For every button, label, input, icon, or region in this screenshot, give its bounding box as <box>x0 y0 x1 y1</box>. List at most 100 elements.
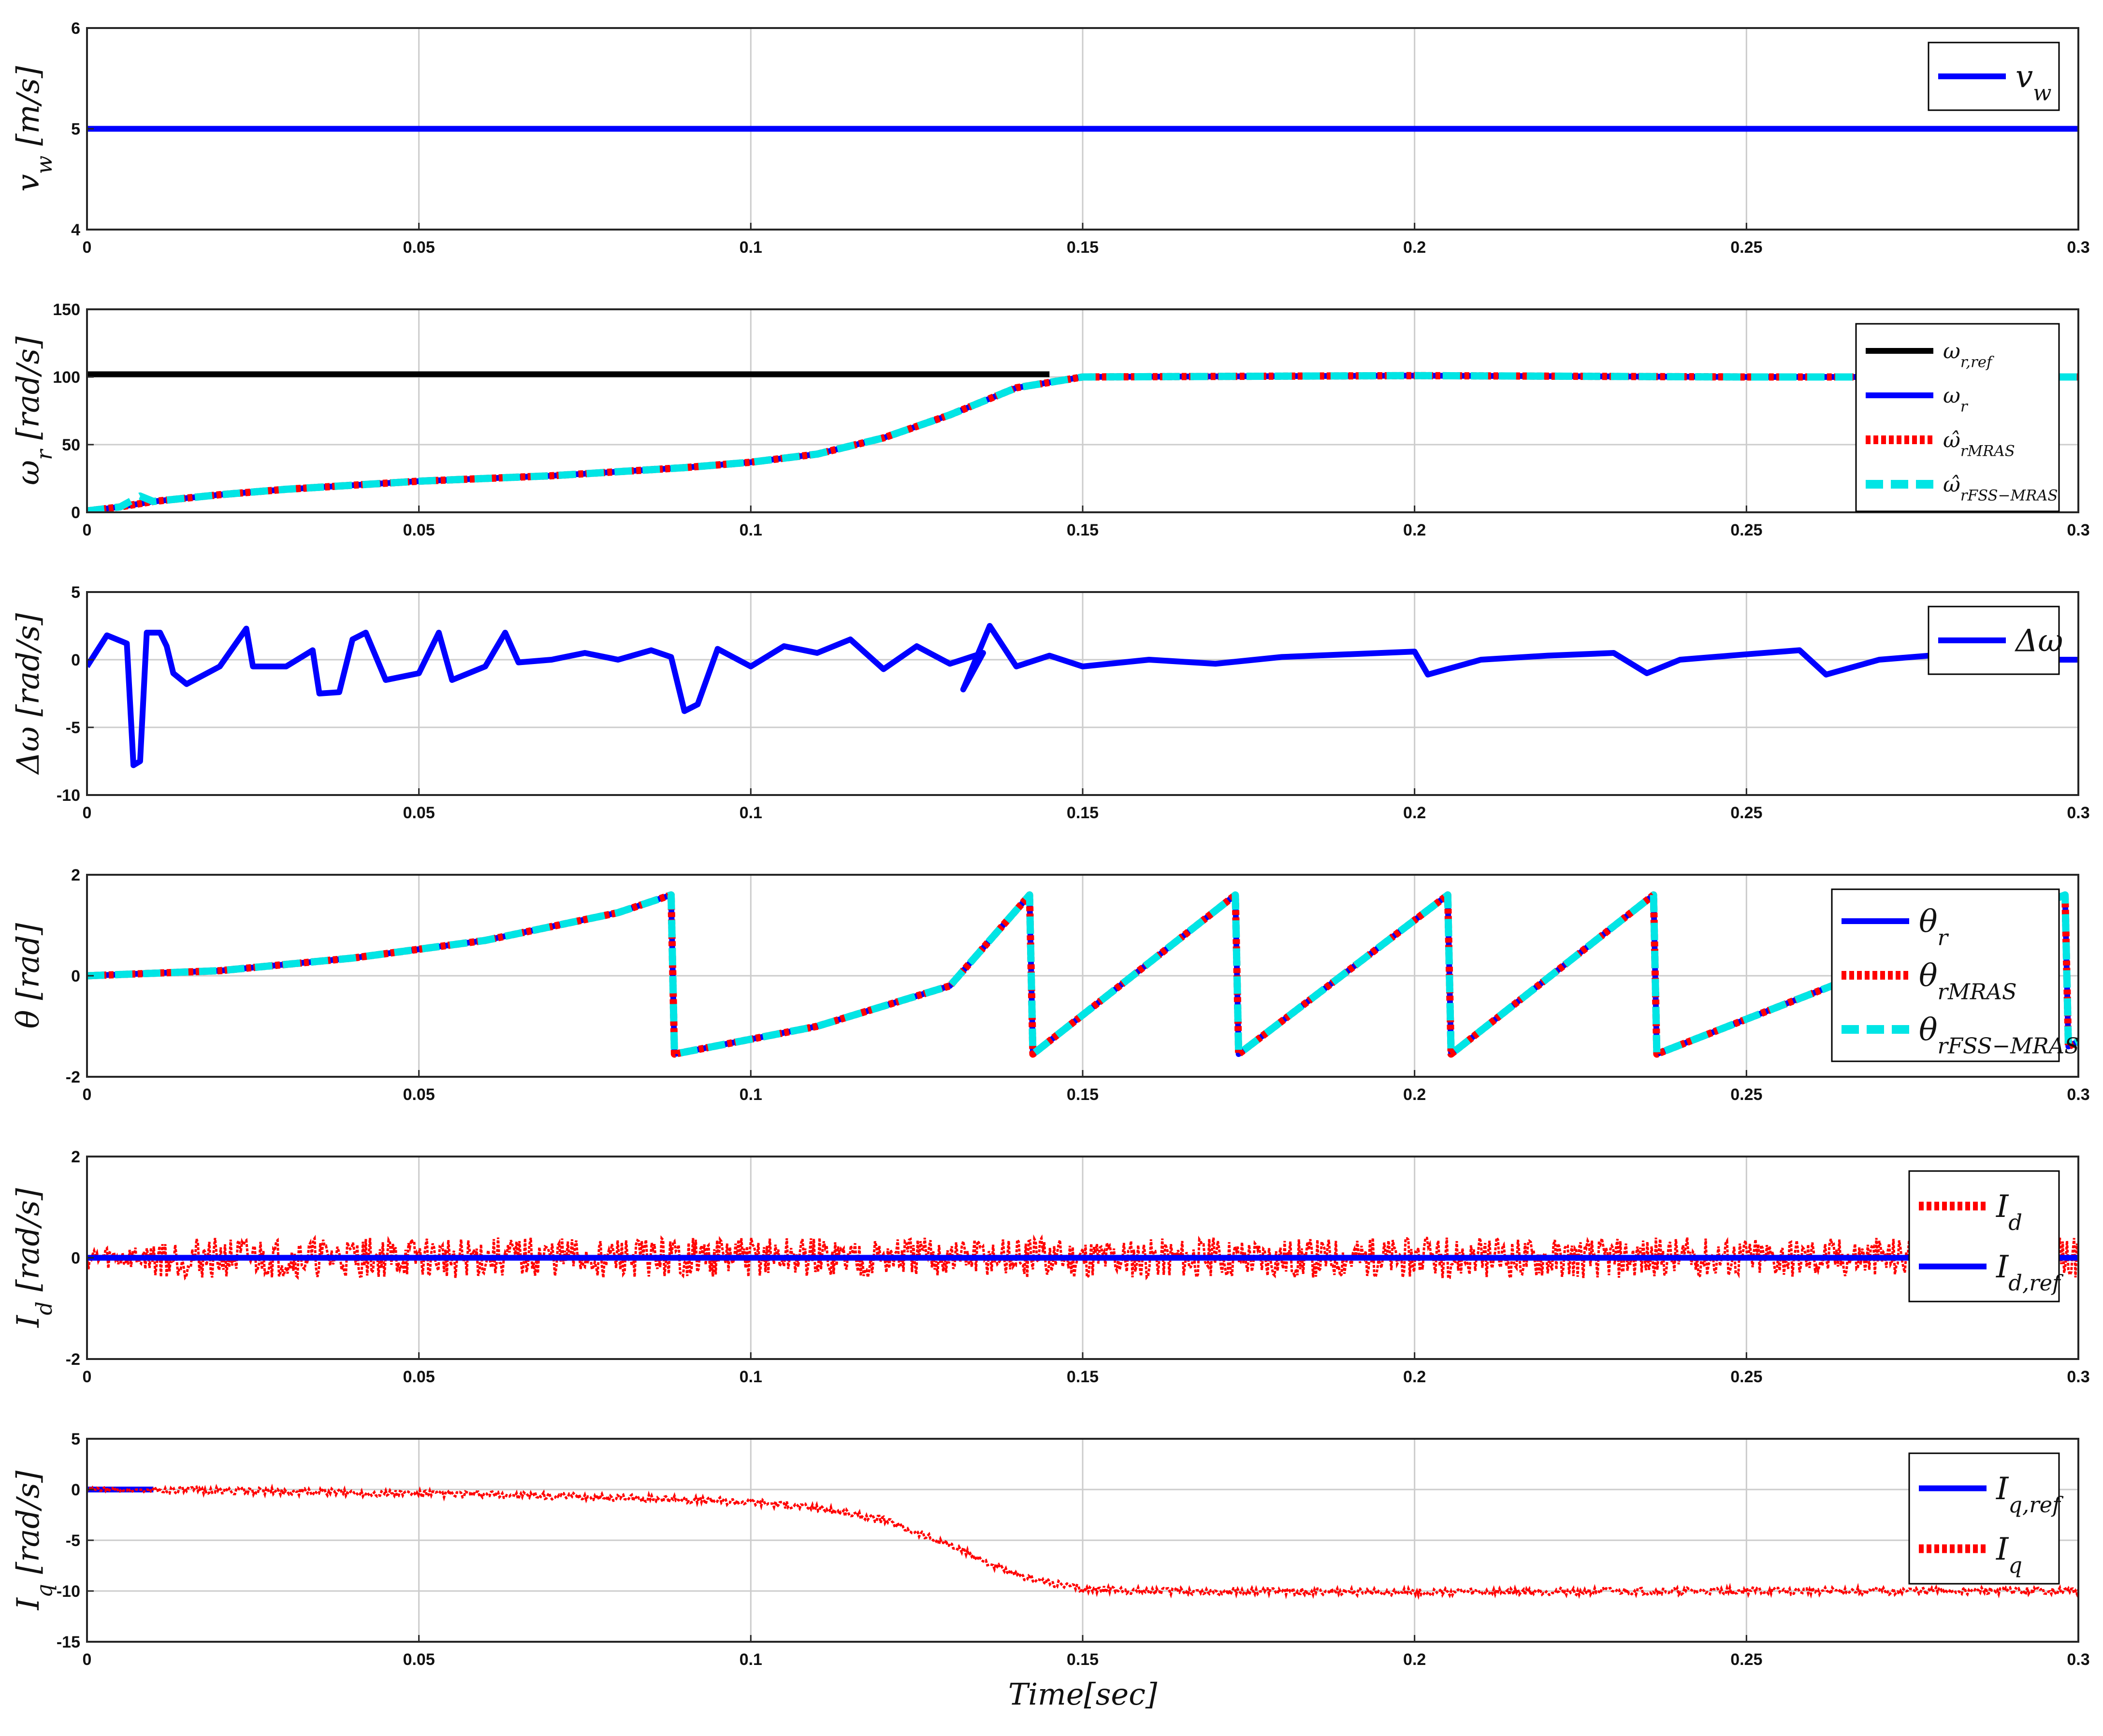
x-tick-label: 0 <box>83 1085 92 1104</box>
legend-label: ω̂rFSS−MRAS <box>1943 472 2058 504</box>
legend-label: Id,ref <box>1996 1249 2064 1296</box>
legend: ωr,ref ωr ω̂rMRAS ω̂rFSS−MRAS <box>1855 323 2060 512</box>
x-tick-label: 0.1 <box>740 804 762 822</box>
x-tick-label: 0 <box>83 238 92 257</box>
legend: Id Id,ref <box>1908 1170 2064 1302</box>
x-tick-label: 0.3 <box>2067 804 2089 822</box>
x-tick-label: 0.2 <box>1403 238 1426 257</box>
y-tick-label: -10 <box>57 786 80 805</box>
series-group <box>87 623 2078 768</box>
y-axis-label: Id [rad/s] <box>11 1187 57 1328</box>
series-line-1 <box>87 623 2078 768</box>
x-tick-label: 0.25 <box>1730 804 1762 822</box>
x-tick-label: 0.3 <box>2067 238 2089 257</box>
x-tick-label: 0 <box>83 1650 92 1669</box>
x-tick-label: 0.05 <box>403 1368 435 1386</box>
panel-6: 0 0.05 0.1 0.15 0.2 0.25 0.3 -15 -10 -5 0 5 Iq [rad/… <box>11 1430 2090 1712</box>
legend-label: ωr <box>1943 383 1969 415</box>
series-group <box>87 371 2078 512</box>
y-tick-label: 50 <box>62 436 80 454</box>
x-tick-label: 0.25 <box>1730 1650 1762 1669</box>
panel-1: 0 0.05 0.1 0.15 0.2 0.25 0.3 4 5 6 vw [m/s] vw <box>11 19 2090 257</box>
x-tick-label: 0.05 <box>403 238 435 257</box>
x-tick-label: 0.05 <box>403 1650 435 1669</box>
legend-label: θrFSS−MRAS <box>1919 1012 2079 1058</box>
x-tick-label: 0.2 <box>1403 804 1426 822</box>
series-group <box>87 1483 2078 1600</box>
x-tick-label: 0.15 <box>1067 238 1099 257</box>
legend-label: θr <box>1919 904 1949 950</box>
x-tick-label: 0.25 <box>1730 521 1762 539</box>
series-group <box>87 1234 2078 1282</box>
y-tick-label: 0 <box>71 967 80 985</box>
x-tick-label: 0.2 <box>1403 521 1426 539</box>
x-tick-label: 0.25 <box>1730 238 1762 257</box>
x-tick-label: 0.1 <box>740 238 762 257</box>
x-tick-label: 0.2 <box>1403 1368 1426 1386</box>
x-tick-label: 0.1 <box>740 1368 762 1386</box>
x-tick-label: 0 <box>83 1368 92 1386</box>
y-tick-label: -10 <box>57 1582 80 1601</box>
x-tick-label: 0.3 <box>2067 521 2089 539</box>
y-tick-label: 0 <box>71 651 80 669</box>
x-tick-label: 0.2 <box>1403 1650 1426 1669</box>
panel-2: 0 0.05 0.1 0.15 0.2 0.25 0.3 0 50 100 150 ωr [rad/s… <box>11 301 2090 539</box>
y-tick-label: -5 <box>66 1532 80 1550</box>
y-tick-label: 100 <box>53 368 80 387</box>
legend: vw <box>1928 42 2060 111</box>
y-axis-label: vw [m/s] <box>11 66 57 192</box>
y-tick-label: 4 <box>71 221 80 239</box>
series-line-3 <box>87 891 2078 1058</box>
legend: θr θrMRAS θrFSS−MRAS <box>1831 888 2079 1062</box>
legend-box <box>1908 1170 2060 1302</box>
y-axis-label: Δω [rad/s] <box>11 613 46 776</box>
legend: Iq,ref Iq <box>1908 1452 2064 1585</box>
x-tick-label: 0.05 <box>403 1085 435 1104</box>
legend-label: Iq,ref <box>1996 1471 2064 1518</box>
legend-label: Δω <box>2014 623 2063 659</box>
y-tick-label: 6 <box>71 19 80 38</box>
x-tick-label: 0.15 <box>1067 804 1099 822</box>
series-line-4 <box>87 372 2078 512</box>
x-tick-label: 0.3 <box>2067 1368 2089 1386</box>
legend-box <box>1855 323 2060 512</box>
legend-label: Iq <box>1996 1532 2022 1578</box>
x-tick-label: 0.15 <box>1067 1368 1099 1386</box>
y-tick-label: 0 <box>71 504 80 522</box>
x-tick-label: 0.15 <box>1067 1650 1099 1669</box>
y-axis-label: Iq [rad/s] <box>11 1470 57 1610</box>
y-tick-label: -15 <box>57 1633 80 1651</box>
x-tick-label: 0.25 <box>1730 1368 1762 1386</box>
y-tick-label: 5 <box>71 120 80 139</box>
x-tick-label: 0.1 <box>740 1650 762 1669</box>
x-tick-label: 0.15 <box>1067 1085 1099 1104</box>
y-tick-label: 0 <box>71 1249 80 1268</box>
y-tick-label: 5 <box>71 583 80 602</box>
x-tick-label: 0.1 <box>740 1085 762 1104</box>
x-tick-label: 0.05 <box>403 804 435 822</box>
series-group <box>87 891 2078 1058</box>
y-axis-label: θ [rad] <box>11 923 46 1029</box>
x-axis-label: Time[sec] <box>1008 1677 1158 1712</box>
x-tick-label: 0.05 <box>403 521 435 539</box>
y-tick-label: -2 <box>66 1350 80 1369</box>
x-tick-label: 0.3 <box>2067 1650 2089 1669</box>
y-axis-label: ωr [rad/s] <box>11 336 57 485</box>
y-tick-label: 2 <box>71 866 80 884</box>
legend-box <box>1908 1452 2060 1585</box>
x-tick-label: 0.2 <box>1403 1085 1426 1104</box>
y-tick-label: 150 <box>53 301 80 319</box>
x-tick-label: 0.25 <box>1730 1085 1762 1104</box>
panel-3: 0 0.05 0.1 0.15 0.2 0.25 0.3 -10 -5 0 5 Δω [rad/s] Δ… <box>11 583 2090 822</box>
y-tick-label: 0 <box>71 1481 80 1499</box>
legend-label: Id <box>1996 1189 2022 1235</box>
x-tick-label: 0.15 <box>1067 521 1099 539</box>
legend-label: θrMRAS <box>1919 958 2017 1004</box>
legend: Δω <box>1928 606 2063 675</box>
legend-label: vw <box>2016 59 2052 105</box>
legend-label: ω̂rMRAS <box>1943 428 2015 460</box>
